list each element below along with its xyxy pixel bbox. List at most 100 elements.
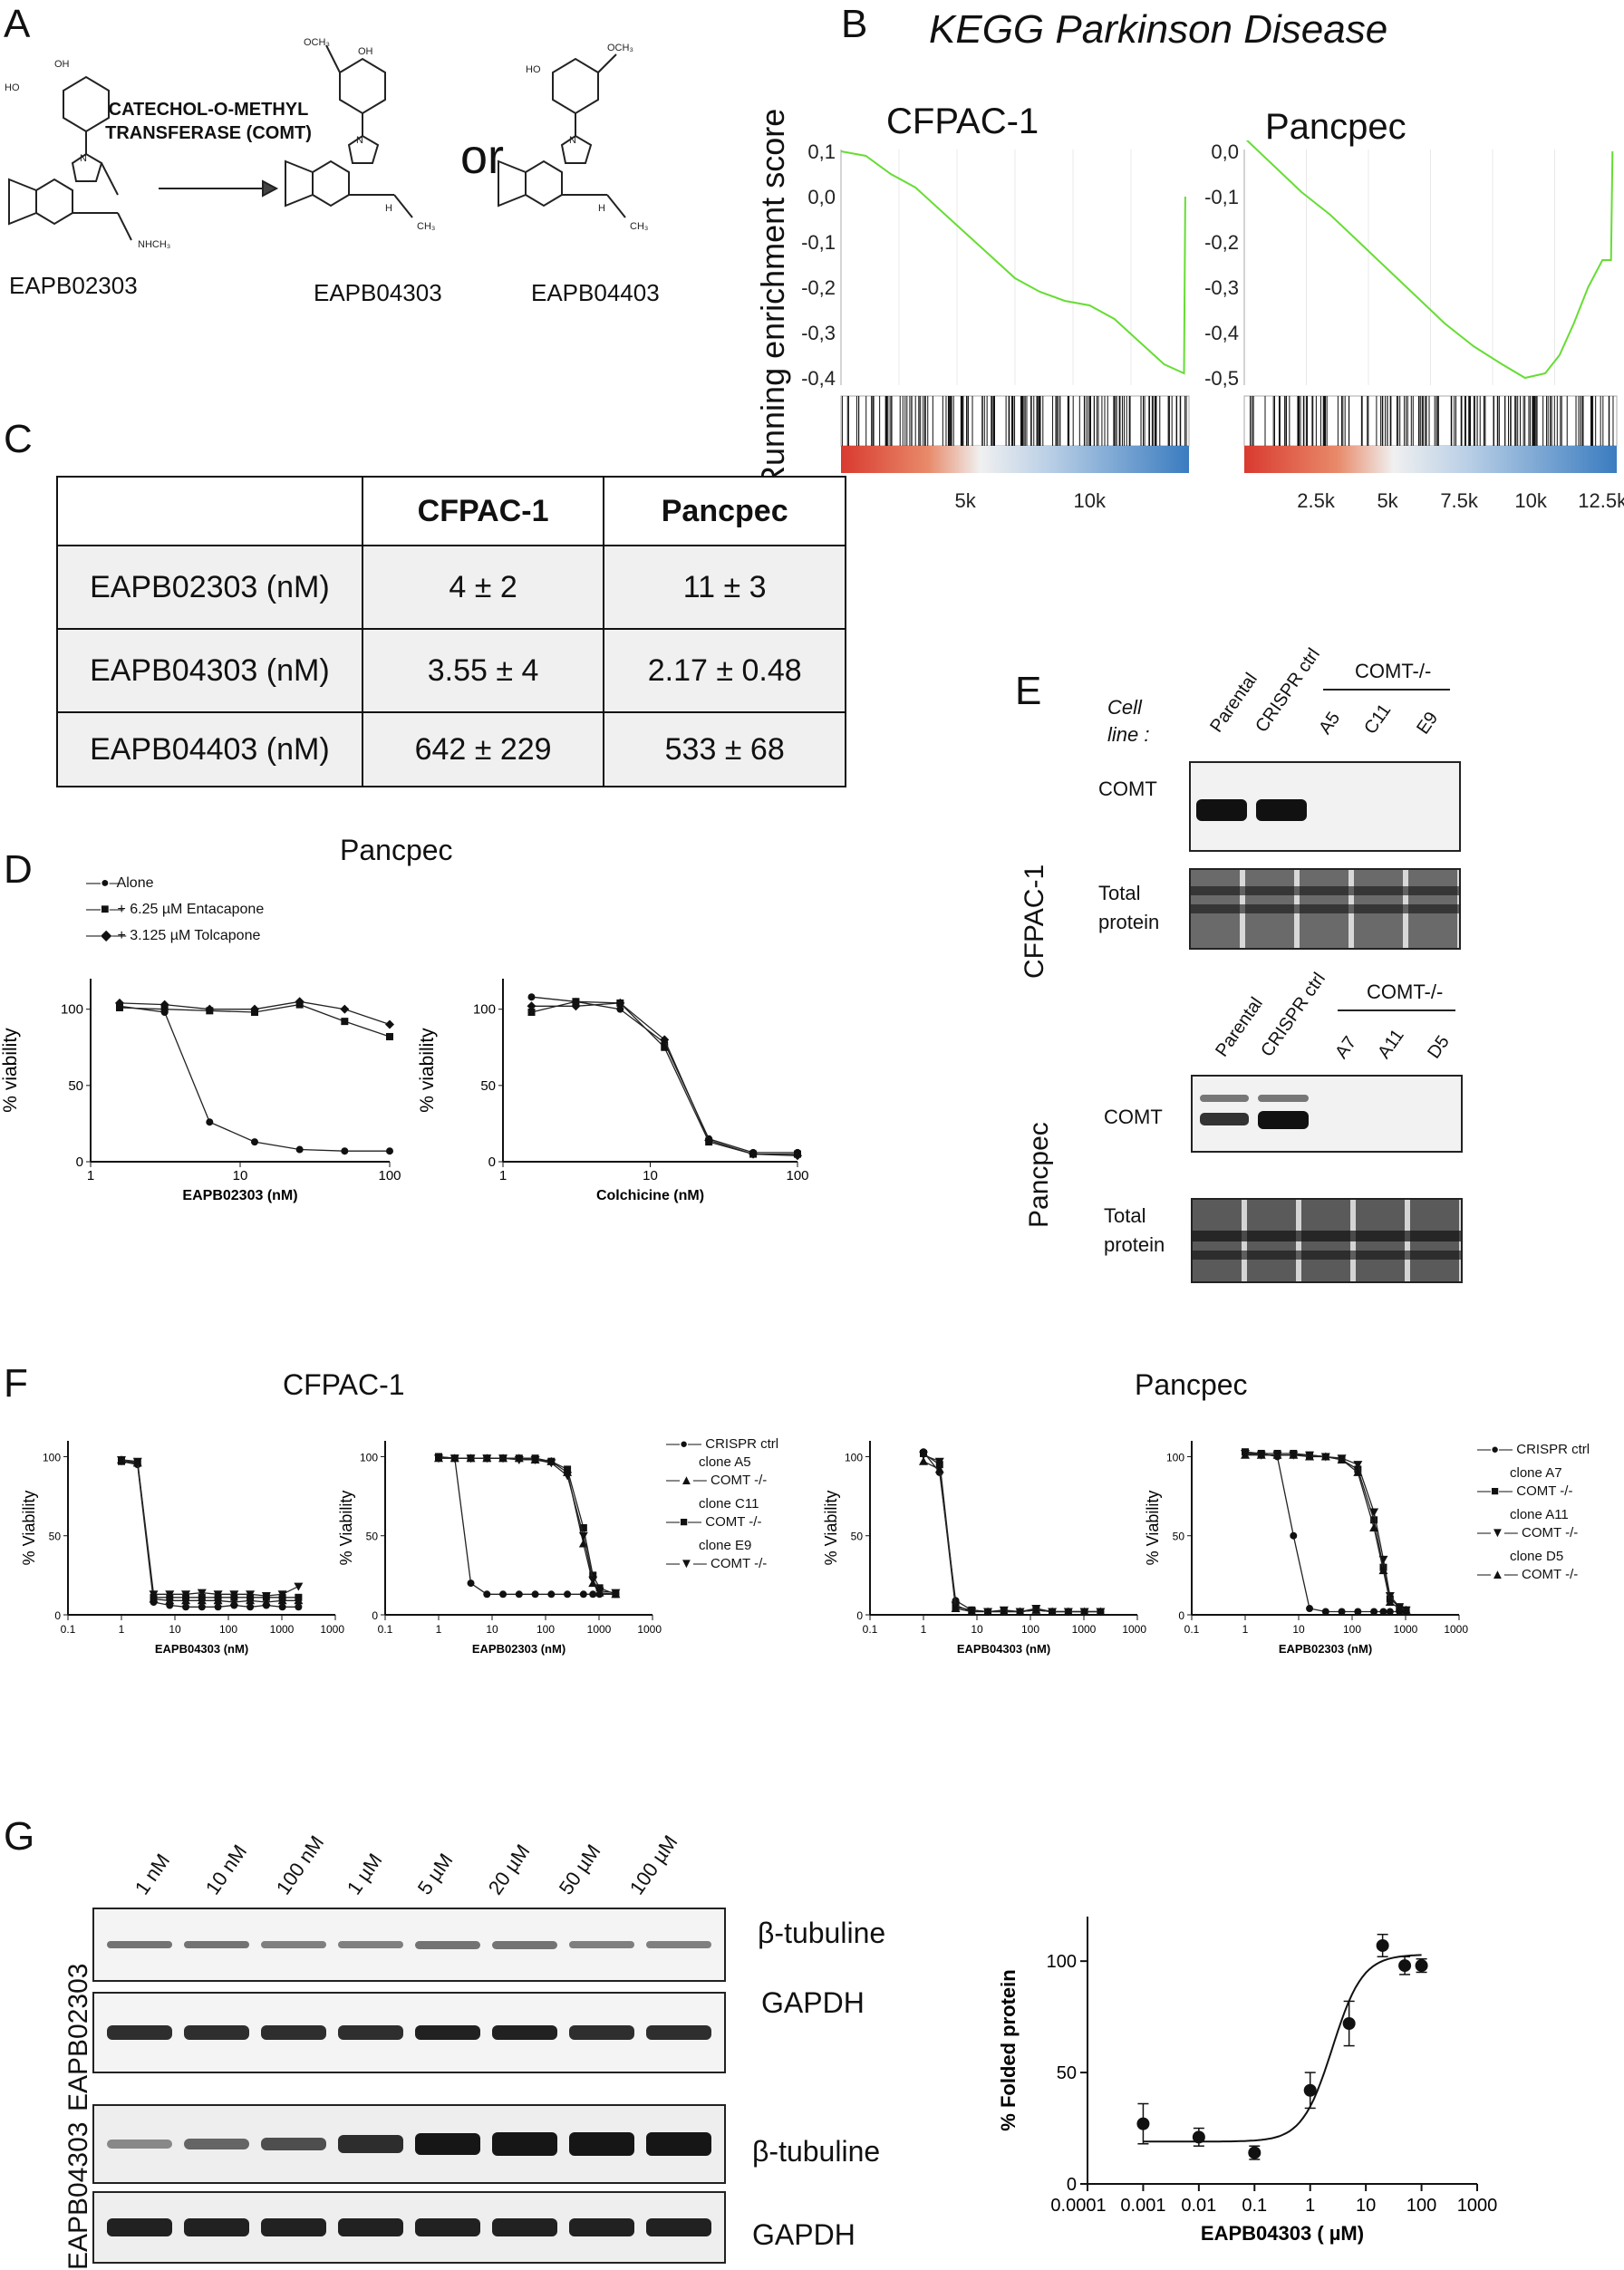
data-point <box>661 1043 669 1051</box>
data-point <box>246 1603 255 1611</box>
atom-n-1: N <box>80 153 87 164</box>
legend-label: + 6.25 µM Entacapone <box>117 902 265 917</box>
data-point <box>1370 1516 1378 1524</box>
x-tick-label: 10 <box>486 1623 498 1636</box>
ic50-cell: EAPB04403 (nM) <box>56 711 363 787</box>
data-point <box>434 1454 443 1463</box>
data-point <box>206 1118 214 1126</box>
legend-item: ―■― COMT -/- <box>1477 1483 1573 1499</box>
panel-letter-b: B <box>841 2 868 46</box>
band <box>646 1941 711 1948</box>
blot-row-label-total-pancpec: Total protein <box>1104 1202 1165 1260</box>
x-tick-label: 10k <box>1514 489 1547 512</box>
band <box>415 2218 480 2236</box>
legend-item: ―▼― COMT -/- <box>666 1556 768 1571</box>
data-point <box>132 1457 142 1466</box>
gsea-plot-pancpec: 0,0 -0,1 -0,2 -0,3 -0,4 -0,5 2.5k 5k 7.5k 10k 12.5… <box>1204 140 1624 512</box>
data-point <box>527 1001 536 1011</box>
data-point <box>616 1005 624 1013</box>
data-point <box>793 1151 802 1161</box>
y-tick-label: -0,2 <box>1204 231 1239 254</box>
dose-label: 50 µM <box>554 1840 605 1899</box>
legend-item: ―▲― COMT -/- <box>666 1473 768 1488</box>
x-tick-label: 1 <box>436 1623 442 1636</box>
series-line <box>1244 1451 1406 1611</box>
legend-item-tolcapone: ―◆― + 3.125 µM Tolcapone <box>86 928 261 943</box>
band <box>646 2025 711 2040</box>
data-point <box>229 1590 239 1599</box>
data-point <box>594 1587 604 1596</box>
compound-label-1: EAPB02303 <box>9 272 138 299</box>
legend-label: COMT -/- <box>1516 1483 1573 1499</box>
band <box>261 2025 326 2040</box>
band-label-gapdh-1: GAPDH <box>761 1986 865 2019</box>
data-point <box>1192 2130 1205 2144</box>
band <box>338 2135 403 2153</box>
band-total <box>1193 1231 1461 1241</box>
lane-label: D5 <box>1424 1031 1454 1063</box>
data-point <box>1015 1607 1025 1616</box>
panel-f-legend-pancpec: ―●― CRISPR ctrl clone A7 ―■― COMT -/- cl… <box>1477 1441 1590 1584</box>
data-point <box>564 1590 572 1599</box>
y-tick-label: 100 <box>43 1451 61 1463</box>
band <box>184 1941 249 1948</box>
series-line <box>121 1461 299 1599</box>
band-row <box>94 1994 724 2072</box>
y-axis-label: % Viability <box>1144 1491 1162 1566</box>
data-point <box>1303 2083 1317 2097</box>
dose-label: 1 µM <box>342 1849 387 1899</box>
data-point <box>1289 1450 1299 1459</box>
y-tick-label: 100 <box>1166 1451 1184 1463</box>
x-tick-label: 10k <box>1074 489 1107 512</box>
x-tick-label: 0.1 <box>863 1623 878 1636</box>
fit-curve <box>1143 1954 1422 2143</box>
dose-label: 5 µM <box>412 1849 458 1899</box>
data-point <box>1320 1452 1330 1461</box>
data-point <box>229 1598 239 1607</box>
series-line <box>531 1002 798 1156</box>
data-point <box>564 1465 572 1473</box>
data-point <box>1385 1598 1395 1607</box>
data-point <box>546 1459 556 1468</box>
data-point <box>1337 1454 1347 1463</box>
dose-label: 10 nM <box>200 1840 252 1899</box>
band-comt <box>1196 799 1247 821</box>
data-point <box>483 1590 491 1599</box>
data-point <box>547 1590 556 1599</box>
data-point <box>114 998 124 1008</box>
ic50-row: EAPB04403 (nM) 642 ± 229 533 ± 68 <box>56 711 846 787</box>
band <box>261 2218 326 2236</box>
data-point <box>1342 2017 1356 2030</box>
dose-label: 1 nM <box>130 1850 175 1899</box>
data-point <box>527 993 536 1001</box>
data-point <box>578 1531 588 1541</box>
x-tick-label: 100 <box>1406 2196 1436 2216</box>
x-tick-label: 1000 <box>1394 1623 1418 1636</box>
atom-n-3: N <box>569 135 576 146</box>
series-line <box>531 996 798 1154</box>
panel-letter-c: C <box>4 417 33 461</box>
data-point <box>515 1590 523 1599</box>
gsea-title-pancpec: Pancpec <box>1265 107 1406 147</box>
y-tick-label: 0 <box>488 1154 496 1170</box>
ic50-cell: 11 ± 3 <box>603 545 846 630</box>
atom-ho-3: HO <box>526 64 541 75</box>
data-point <box>1305 1452 1315 1461</box>
x-tick-label: 1000 <box>1457 2196 1498 2216</box>
data-point <box>498 1454 508 1463</box>
band <box>492 2025 557 2040</box>
band-comt <box>1258 1111 1309 1129</box>
legend-item: ―●― CRISPR ctrl <box>1477 1442 1590 1457</box>
lane-label: A11 <box>1374 1025 1408 1063</box>
data-point <box>250 1138 258 1146</box>
or-label: or <box>460 130 505 184</box>
panel-d-title: Pancpec <box>340 834 453 866</box>
x-tick-label: 1 <box>1242 1623 1249 1636</box>
panel-f-legend-cfpac: ―●― CRISPR ctrl clone A5 ―▲― COMT -/- cl… <box>666 1435 778 1573</box>
panel-letter-e: E <box>1015 669 1042 713</box>
x-tick-label: 100 <box>536 1623 555 1636</box>
x-tick-label: 10 <box>971 1623 983 1636</box>
atom-och3-2: OCH₃ <box>304 37 330 48</box>
x-tick-label: 0.01 <box>1181 2196 1216 2216</box>
legend-label: CRISPR ctrl <box>1516 1442 1590 1457</box>
